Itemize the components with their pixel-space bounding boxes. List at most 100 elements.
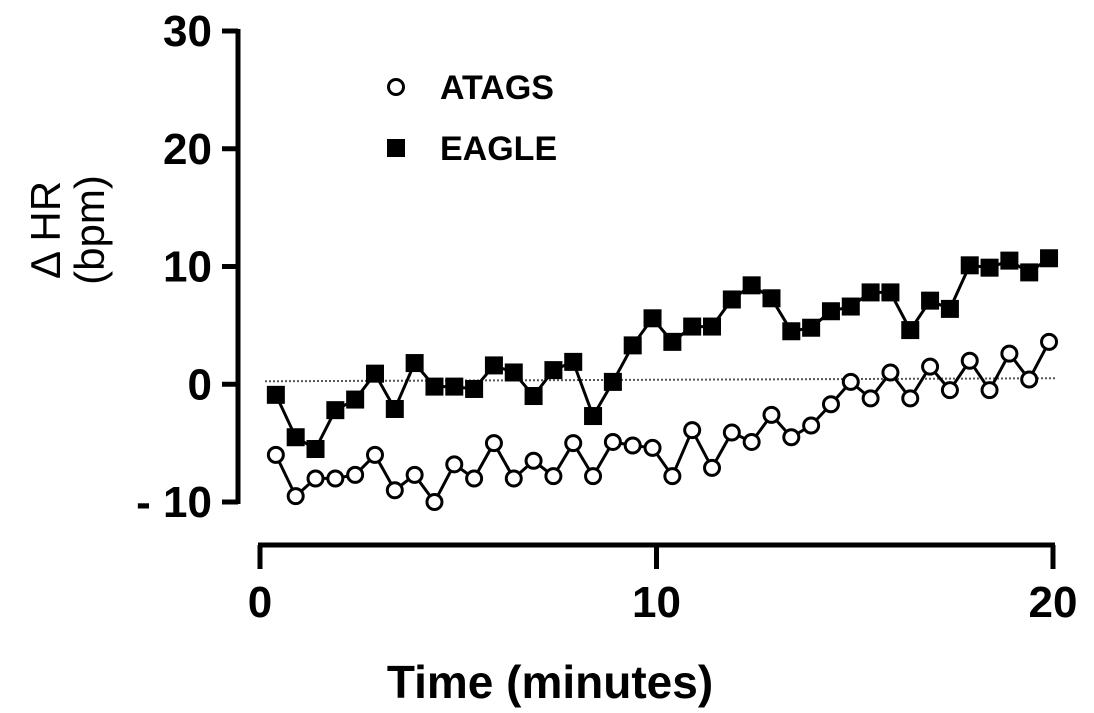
data-point	[921, 357, 940, 376]
y-axis-title: Δ HR (bpm)	[22, 175, 113, 285]
data-point	[584, 467, 603, 486]
data-point	[960, 351, 979, 370]
data-point	[465, 469, 484, 488]
data-point	[821, 302, 840, 321]
data-point	[445, 377, 464, 396]
data-point	[722, 423, 741, 442]
data-point	[385, 481, 404, 500]
data-point	[306, 440, 325, 459]
y-tick-label: 10	[163, 243, 212, 292]
data-point	[306, 469, 325, 488]
data-point	[584, 407, 603, 426]
data-point	[425, 493, 444, 511]
y-axis-title-line1: Δ HR	[22, 181, 69, 279]
data-point	[742, 432, 761, 451]
data-point	[405, 354, 424, 373]
data-point	[683, 317, 702, 336]
data-point	[762, 289, 781, 308]
data-point	[504, 469, 523, 488]
data-point	[465, 379, 484, 398]
data-point	[286, 487, 305, 506]
data-point	[881, 363, 900, 382]
x-axis: 0 10 20	[248, 542, 1078, 627]
x-axis-title: Time (minutes)	[387, 656, 713, 708]
data-point	[742, 276, 761, 295]
x-tick-label: 0	[248, 578, 272, 627]
data-point	[940, 299, 959, 318]
data-point	[841, 297, 860, 316]
data-point	[544, 467, 563, 486]
series-group	[266, 249, 1059, 511]
data-point	[365, 445, 384, 464]
data-point	[861, 389, 880, 408]
data-point	[484, 356, 503, 375]
series-line	[274, 341, 1051, 505]
data-point	[663, 332, 682, 351]
data-point	[346, 465, 365, 484]
data-point	[524, 387, 543, 406]
data-point	[643, 438, 662, 457]
data-point	[1040, 332, 1059, 351]
data-point	[821, 395, 840, 414]
series-eagle	[266, 249, 1059, 459]
data-point	[921, 291, 940, 310]
data-point	[663, 467, 682, 486]
data-point	[841, 372, 860, 391]
series-atags	[266, 332, 1059, 511]
data-point	[881, 283, 900, 302]
data-point	[326, 469, 345, 488]
data-point	[1040, 249, 1059, 268]
data-point	[940, 381, 959, 400]
data-point	[385, 399, 404, 418]
x-tick-label: 20	[1029, 578, 1078, 627]
legend-label: EAGLE	[440, 130, 557, 168]
data-point	[504, 363, 523, 382]
data-point	[901, 321, 920, 340]
data-point	[445, 455, 464, 474]
legend-label: ATAGS	[440, 69, 554, 107]
data-point	[603, 432, 622, 451]
data-point	[405, 465, 424, 484]
data-point	[802, 416, 821, 435]
data-point	[603, 372, 622, 391]
data-point	[623, 436, 642, 455]
data-point	[762, 405, 781, 424]
data-point	[564, 352, 583, 371]
data-point	[365, 364, 384, 383]
data-point	[286, 428, 305, 447]
data-point	[722, 290, 741, 309]
y-tick-label: 0	[188, 360, 212, 409]
data-point	[1020, 370, 1039, 389]
data-point	[643, 309, 662, 328]
data-point	[1000, 344, 1019, 363]
data-point	[703, 317, 722, 336]
y-tick-label: 30	[163, 7, 212, 56]
data-point	[544, 361, 563, 380]
legend-marker-square	[387, 139, 405, 157]
y-axis-title-line2: (bpm)	[66, 175, 113, 285]
y-tick-label: 20	[163, 125, 212, 174]
y-axis: - 10 0 10 20 30	[136, 7, 241, 527]
data-point	[326, 401, 345, 420]
data-point	[266, 445, 285, 464]
data-point	[782, 428, 801, 447]
data-point	[980, 381, 999, 400]
data-point	[623, 336, 642, 355]
data-point	[1020, 263, 1039, 282]
data-point	[861, 283, 880, 302]
data-point	[1000, 251, 1019, 270]
x-tick-label: 10	[632, 578, 681, 627]
data-point	[683, 421, 702, 440]
data-point	[960, 256, 979, 275]
data-point	[524, 451, 543, 470]
data-point	[980, 258, 999, 277]
y-tick-label: - 10	[136, 478, 212, 527]
data-point	[782, 322, 801, 341]
data-point	[564, 434, 583, 453]
data-point	[484, 434, 503, 453]
data-point	[346, 390, 365, 409]
data-point	[266, 385, 285, 404]
data-point	[802, 318, 821, 337]
series-line	[274, 257, 1050, 452]
